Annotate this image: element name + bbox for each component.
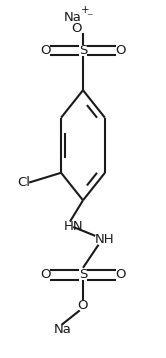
Text: S: S: [79, 44, 87, 57]
Text: O: O: [71, 21, 82, 34]
Text: +: +: [81, 5, 90, 15]
Text: O: O: [40, 268, 51, 281]
Text: NH: NH: [95, 233, 115, 246]
Text: O: O: [115, 268, 126, 281]
Text: O: O: [40, 44, 51, 57]
Text: O: O: [115, 44, 126, 57]
Text: Cl: Cl: [18, 176, 31, 189]
Text: O: O: [78, 299, 88, 311]
Text: S: S: [79, 268, 87, 281]
Text: Na: Na: [63, 11, 81, 24]
Text: Na: Na: [54, 324, 72, 337]
Text: HN: HN: [63, 221, 83, 233]
Text: ⁻: ⁻: [86, 11, 92, 24]
